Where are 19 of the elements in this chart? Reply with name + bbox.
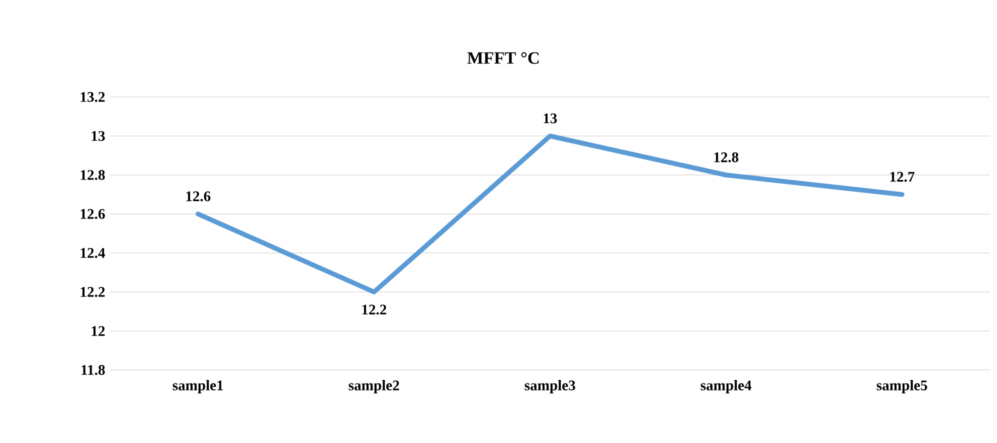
y-tick-label: 13 [92, 131, 105, 141]
data-label: 12.7 [890, 172, 914, 182]
x-tick-label: sample1 [172, 380, 223, 394]
data-label: 12.8 [714, 152, 738, 162]
y-tick-label: 12.8 [80, 170, 105, 180]
y-tick-label: 11.8 [82, 365, 105, 375]
x-tick-label: sample3 [524, 380, 576, 394]
y-tick-label: 13.2 [80, 92, 105, 102]
y-tick-label: 12 [92, 326, 105, 336]
data-label: 13 [544, 113, 557, 124]
x-tick-label: sample5 [876, 380, 928, 394]
data-label: 12.6 [186, 191, 210, 202]
y-tick-label: 12.2 [80, 287, 105, 297]
x-tick-label: sample2 [348, 380, 400, 394]
x-tick-label: sample4 [700, 380, 752, 394]
data-label: 12.2 [362, 304, 386, 315]
y-tick-label: 12.6 [80, 209, 105, 219]
chart-title: MFFT °C [467, 52, 539, 64]
y-tick-label: 12.4 [80, 248, 106, 258]
